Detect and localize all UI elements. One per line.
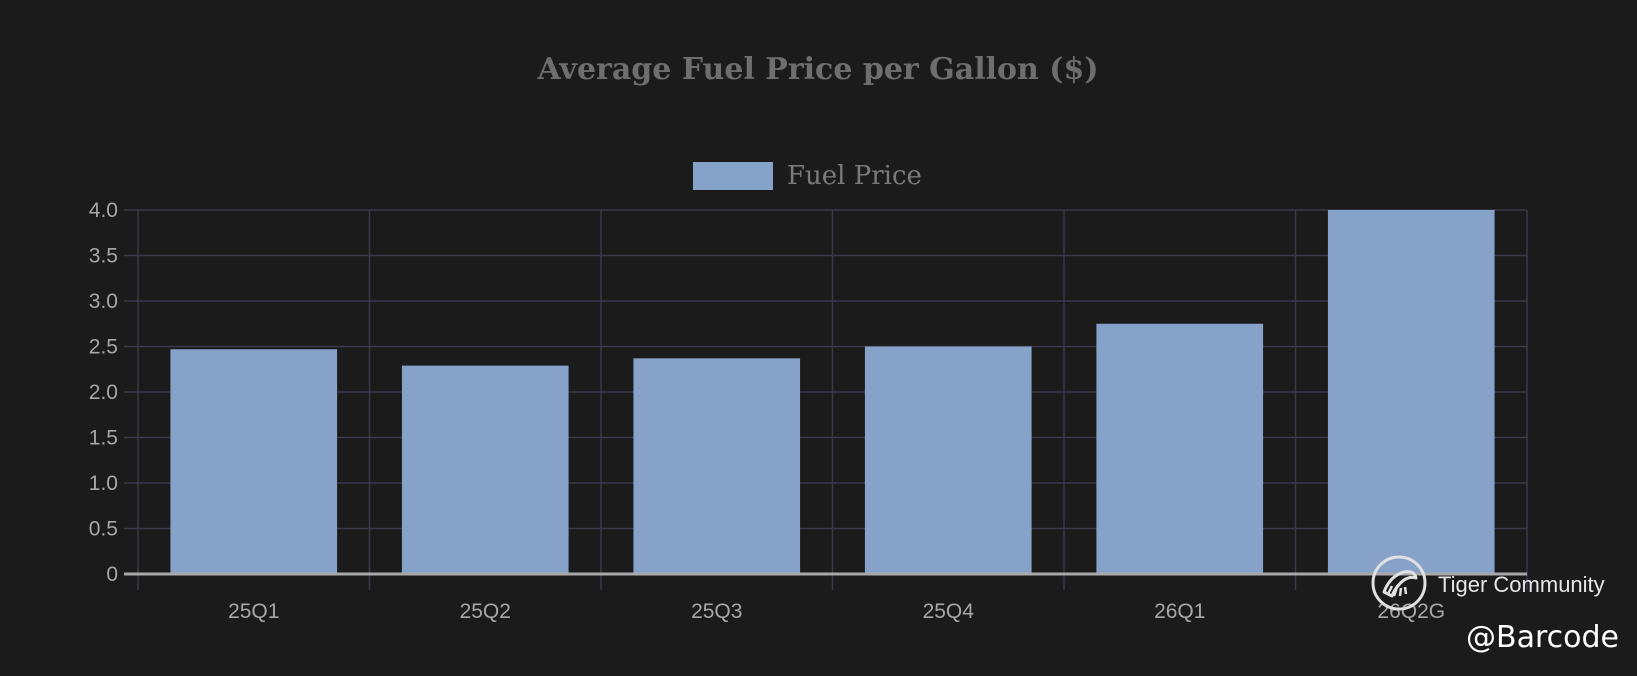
x-tick-label: 26Q1	[1154, 600, 1205, 623]
x-tick-label: 26Q2G	[1377, 600, 1445, 623]
bar-26Q2G	[1327, 210, 1495, 574]
watermark-community: Tiger Community	[1438, 572, 1605, 597]
x-tick-label: 25Q2	[460, 600, 511, 623]
x-tick-label: 25Q4	[923, 600, 975, 623]
x-tick-label: 25Q1	[228, 600, 279, 623]
legend-swatch	[693, 162, 773, 190]
y-tick-label: 0.5	[89, 518, 118, 541]
bar-26Q1	[1096, 323, 1264, 574]
chart-title: Average Fuel Price per Gallon ($)	[536, 52, 1098, 87]
y-tick-label: 2.5	[89, 336, 118, 359]
axes: 0 0.5 1.0 1.5 2.0 2.5 3.0 3.5 4.0 25Q1 25Q2 25Q3 25Q…	[89, 199, 1527, 623]
x-tick-label: 25Q3	[691, 600, 742, 623]
bar-25Q2	[401, 365, 569, 574]
y-tick-label: 2.0	[89, 381, 118, 404]
y-tick-label: 3.0	[89, 290, 118, 313]
legend[interactable]: Fuel Price	[693, 161, 922, 191]
bars	[170, 210, 1495, 574]
bar-25Q1	[170, 349, 338, 574]
bar-25Q3	[633, 358, 801, 574]
grid	[124, 209, 1528, 590]
y-tick-label: 1.0	[89, 472, 118, 495]
legend-label: Fuel Price	[787, 161, 922, 191]
y-tick-label: 0	[106, 563, 118, 586]
watermark-handle: @Barcode	[1466, 620, 1619, 655]
y-tick-label: 1.5	[89, 427, 118, 450]
bar-25Q4	[864, 346, 1032, 574]
tiger-logo-icon	[1371, 555, 1427, 611]
y-tick-label: 3.5	[89, 245, 118, 268]
y-tick-label: 4.0	[89, 199, 118, 222]
